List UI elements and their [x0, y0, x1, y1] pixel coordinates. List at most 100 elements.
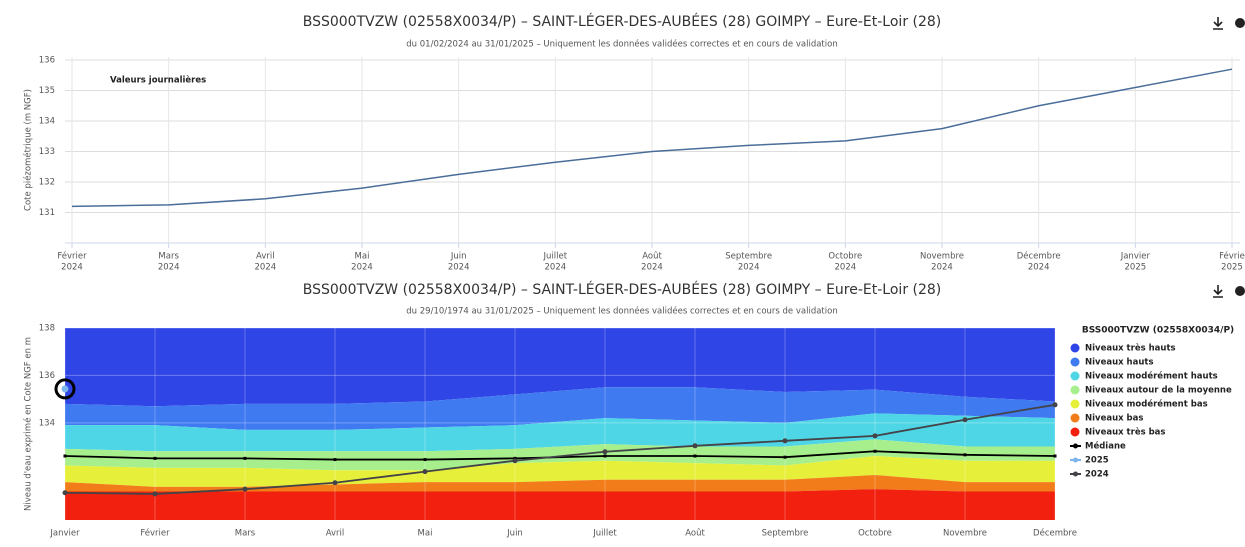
- annotation: Valeurs journalières: [110, 75, 206, 86]
- x-tick-year: 2025: [1125, 263, 1147, 273]
- point-marker: [61, 385, 69, 393]
- y-tick-label: 138: [39, 324, 55, 334]
- x-tick-label: Novembre: [920, 252, 964, 262]
- legend-label: Médiane: [1085, 441, 1126, 452]
- x-tick-year: 2024: [931, 263, 953, 273]
- x-tick-label: Septembre: [725, 252, 772, 262]
- median-marker: [1053, 454, 1057, 458]
- x-tick-label: Avril: [326, 529, 345, 539]
- legend-label: Niveaux hauts: [1085, 358, 1154, 368]
- median-marker: [63, 454, 67, 458]
- legend-symbol: [1073, 443, 1078, 449]
- point-marker: [62, 490, 68, 496]
- x-tick-year: 2024: [448, 263, 470, 273]
- download-icon[interactable]: [1213, 285, 1223, 298]
- legend-symbol: [1070, 399, 1080, 409]
- level-band: [65, 439, 1055, 471]
- x-tick-label: Avril: [256, 252, 275, 262]
- point-marker: [602, 449, 608, 455]
- legend-label: 2024: [1085, 470, 1109, 480]
- data-line: [71, 68, 1233, 208]
- median-marker: [243, 456, 247, 460]
- x-tick-year: 2024: [545, 263, 567, 273]
- level-band: [65, 387, 1055, 430]
- help-icon[interactable]: [1235, 286, 1245, 296]
- y-tick-label: 136: [39, 56, 55, 66]
- level-band: [65, 489, 1055, 520]
- legend-label: Niveaux très bas: [1085, 427, 1165, 438]
- legend-label: Niveaux très hauts: [1085, 343, 1176, 354]
- level-band: [65, 456, 1055, 487]
- legend-symbol: [1070, 357, 1080, 367]
- x-tick-year: 2024: [255, 263, 277, 273]
- x-tick-year: 2024: [351, 263, 373, 273]
- legend-label: Niveaux bas: [1085, 414, 1143, 424]
- median-marker: [333, 458, 337, 462]
- median-marker: [963, 453, 967, 457]
- point-marker: [242, 486, 248, 492]
- legend-label: Niveaux autour de la moyenne: [1085, 386, 1232, 396]
- x-tick-year: 2024: [641, 263, 663, 273]
- level-band: [65, 328, 1055, 407]
- x-tick-year: 2024: [1028, 263, 1050, 273]
- x-tick-label: Janvier: [49, 529, 80, 539]
- y-tick-label: 135: [39, 86, 55, 96]
- y-axis-label: Niveau d'eau exprimé en Cote NGF en m: [23, 337, 34, 511]
- x-tick-year: 2024: [835, 263, 857, 273]
- y-tick-label: 133: [39, 147, 55, 157]
- legend-title: BSS000TVZW (02558X0034/P): [1082, 326, 1234, 336]
- legend-symbol: [1070, 413, 1080, 423]
- x-tick-label: Septembre: [762, 529, 809, 539]
- x-tick-label: Mars: [158, 252, 179, 262]
- legend-label: 2025: [1085, 456, 1109, 466]
- x-tick-year: 2024: [61, 263, 83, 273]
- point-marker: [1052, 402, 1058, 408]
- x-tick-label: Février: [140, 528, 170, 539]
- legend-symbol: [1073, 471, 1078, 477]
- y-tick-label: 136: [39, 371, 55, 381]
- median-marker: [693, 454, 697, 458]
- legend-label: Niveaux modérément bas: [1085, 399, 1208, 410]
- legend-symbol: [1070, 385, 1080, 395]
- download-icon[interactable]: [1213, 17, 1223, 30]
- x-tick-label: Juin: [506, 529, 523, 539]
- point-marker: [512, 458, 518, 464]
- x-tick-label: Mai: [355, 252, 370, 262]
- x-tick-label: Octobre: [828, 252, 862, 262]
- x-tick-label: Janvier: [1120, 252, 1151, 262]
- help-icon[interactable]: [1235, 18, 1245, 28]
- y-tick-label: 132: [39, 178, 55, 188]
- x-tick-label: Août: [685, 529, 705, 539]
- x-tick-year: 2024: [738, 263, 760, 273]
- y-tick-label: 134: [39, 117, 55, 127]
- x-tick-label: Mars: [235, 529, 256, 539]
- legend-symbol: [1073, 457, 1078, 463]
- median-marker: [153, 456, 157, 460]
- level-band: [65, 474, 1055, 492]
- x-tick-label: Juillet: [592, 529, 617, 539]
- x-tick-label: Août: [642, 252, 662, 262]
- median-marker: [873, 449, 877, 453]
- y-tick-label: 134: [39, 418, 55, 428]
- x-tick-year: 2024: [158, 263, 180, 273]
- x-tick-label: Févrie: [1219, 251, 1245, 262]
- point-marker: [332, 480, 338, 486]
- x-tick-label: Mai: [418, 529, 433, 539]
- legend-symbol: [1070, 343, 1080, 353]
- median-marker: [783, 455, 787, 459]
- y-tick-label: 131: [39, 208, 55, 218]
- chart-title: BSS000TVZW (02558X0034/P) – SAINT-LÉGER-…: [303, 13, 942, 30]
- x-tick-label: Juin: [450, 252, 467, 262]
- legend-symbol: [1070, 371, 1080, 381]
- x-tick-label: Octobre: [858, 529, 892, 539]
- y-axis-label: Cote piézométrique (m NGF): [23, 89, 34, 211]
- point-marker: [782, 438, 788, 444]
- x-tick-label: Novembre: [943, 529, 987, 539]
- point-marker: [692, 443, 698, 449]
- chart-subtitle: du 29/10/1974 au 31/01/2025 – Uniquement…: [406, 306, 837, 317]
- chart-title: BSS000TVZW (02558X0034/P) – SAINT-LÉGER-…: [303, 281, 942, 298]
- x-tick-label: Juillet: [543, 252, 568, 262]
- median-marker: [603, 454, 607, 458]
- legend-symbol: [1070, 427, 1080, 437]
